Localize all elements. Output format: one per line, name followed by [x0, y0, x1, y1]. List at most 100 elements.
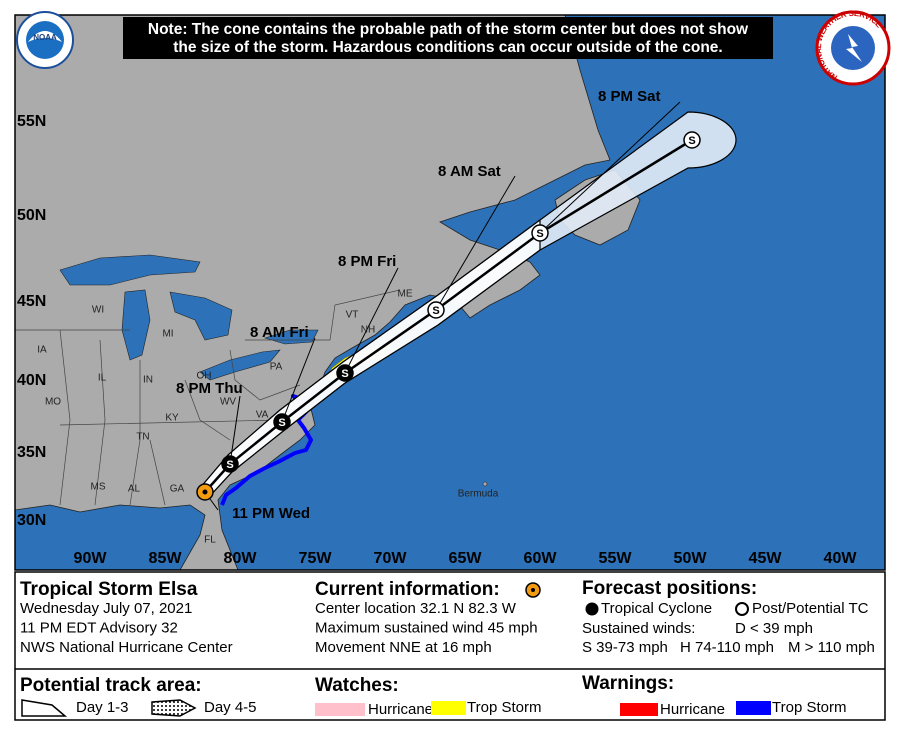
day13-label: Day 1-3 [76, 699, 129, 716]
watch-trop-storm-swatch [431, 701, 466, 715]
state-border [245, 289, 401, 341]
longitude-label: 75W [299, 550, 333, 567]
forecast-time-label: 11 PM Wed [232, 505, 310, 522]
state-border [184, 379, 231, 441]
land [15, 15, 611, 570]
state-label: FL [204, 535, 216, 546]
watch-trop-storm-label: Trop Storm [467, 699, 541, 716]
state-border [149, 439, 166, 506]
state-label: IA [37, 345, 47, 356]
day13-icon [21, 699, 68, 717]
marker-symbol: S [278, 417, 285, 429]
longitude-label: 40W [824, 550, 858, 567]
legend-panel [14, 571, 886, 721]
state-label: WI [92, 305, 104, 316]
wind-category: D < 39 mph [735, 620, 813, 637]
forecast-time-label: 8 PM Sat [598, 88, 661, 105]
state-border [229, 349, 301, 401]
note-text: the size of the storm. Hazardous conditi… [173, 39, 722, 56]
longitude-label: 70W [374, 550, 408, 567]
winds-title: Sustained winds: [582, 620, 695, 637]
longitude-label: 80W [224, 550, 258, 567]
forecast-time-label: 8 PM Fri [338, 253, 396, 270]
marker-symbol: S [688, 135, 695, 147]
note-text: Note: The cone contains the probable pat… [148, 21, 749, 38]
post-legend-marker [735, 602, 749, 616]
state-label: NH [361, 325, 375, 336]
lake [199, 349, 281, 381]
state-label: IN [143, 375, 153, 386]
current-info-line: Movement NNE at 16 mph [315, 639, 492, 656]
marker-symbol: S [226, 459, 233, 471]
map-frame [14, 14, 886, 571]
state-border [129, 360, 141, 506]
state-label: VT [346, 310, 359, 321]
warning-hurricane-label: Hurricane [660, 701, 725, 718]
warning-hurricane-swatch [620, 703, 658, 716]
leader-line [435, 175, 516, 311]
storm-info-line: Wednesday July 07, 2021 [20, 600, 192, 617]
warning-trop-storm-label: Trop Storm [772, 699, 846, 716]
watch-hurricane-swatch [315, 703, 365, 716]
warning-trop-storm-swatch [736, 701, 771, 715]
state-border [94, 339, 106, 506]
marker-symbol: S [536, 228, 543, 240]
leader-line [539, 101, 681, 234]
day45-label: Day 4-5 [204, 699, 257, 716]
current-icon-center [531, 588, 535, 592]
post-tc-marker [683, 131, 701, 149]
noaa-logo-inner [26, 21, 64, 59]
state-label: KY [165, 413, 179, 424]
tc-legend-marker [585, 602, 599, 616]
longitude-label: 50W [674, 550, 708, 567]
lake [169, 291, 233, 341]
noaa-gull [28, 31, 62, 42]
forecast-time-label: 8 PM Thu [176, 380, 243, 397]
latitude-label: 35N [17, 444, 46, 461]
current-info-line: Center location 32.1 N 82.3 W [315, 600, 517, 617]
forecast-time-label: 8 AM Sat [438, 163, 501, 180]
leader-line [229, 395, 241, 465]
bermuda-island [482, 481, 488, 487]
state-label: TN [136, 432, 149, 443]
nws-bolt [846, 34, 862, 62]
note-box [123, 17, 773, 59]
longitude-label: 45W [749, 550, 783, 567]
latitude-label: 50N [17, 207, 46, 224]
nws-logo-inner [831, 26, 875, 70]
state-label: PA [270, 362, 283, 373]
state-label: OH [197, 371, 212, 382]
longitude-label: 65W [449, 550, 483, 567]
post-tc-marker [427, 301, 445, 319]
marker-symbol: S [341, 368, 348, 380]
current-info-title: Current information: [315, 579, 500, 600]
lake [263, 329, 319, 345]
state-border [59, 419, 281, 426]
tc-marker [221, 455, 239, 473]
wind-category: S 39-73 mph [582, 639, 668, 656]
map-layer: 11 PM Wed 8 PM Thu 8 AM Fri 8 PM Fri 8 AM Sa… [15, 15, 737, 570]
latitude-label: 45N [17, 293, 46, 310]
watches-title: Watches: [315, 675, 399, 696]
lake [59, 254, 201, 286]
state-label: VA [256, 410, 269, 421]
tc-legend-label: Tropical Cyclone [601, 600, 712, 617]
forecast-time-label: 8 AM Fri [250, 324, 309, 341]
tc-marker [273, 413, 291, 431]
post-tc-marker [531, 224, 549, 242]
current-position-center [202, 489, 208, 495]
storm-info-line: 11 PM EDT Advisory 32 [20, 619, 178, 636]
warnings-title: Warnings: [582, 673, 674, 694]
watch-hurricane-label: Hurricane [368, 701, 433, 718]
state-label: IL [98, 373, 107, 384]
state-label: MO [45, 397, 61, 408]
track-area-title: Potential track area: [20, 675, 202, 696]
place-label: Bermuda [458, 489, 499, 500]
latitude-label: 30N [17, 512, 46, 529]
state-border [59, 329, 71, 506]
longitude-label: 90W [74, 550, 108, 567]
state-label: ME [398, 289, 413, 300]
longitude-label: 85W [149, 550, 183, 567]
post-legend-label: Post/Potential TC [752, 600, 869, 617]
